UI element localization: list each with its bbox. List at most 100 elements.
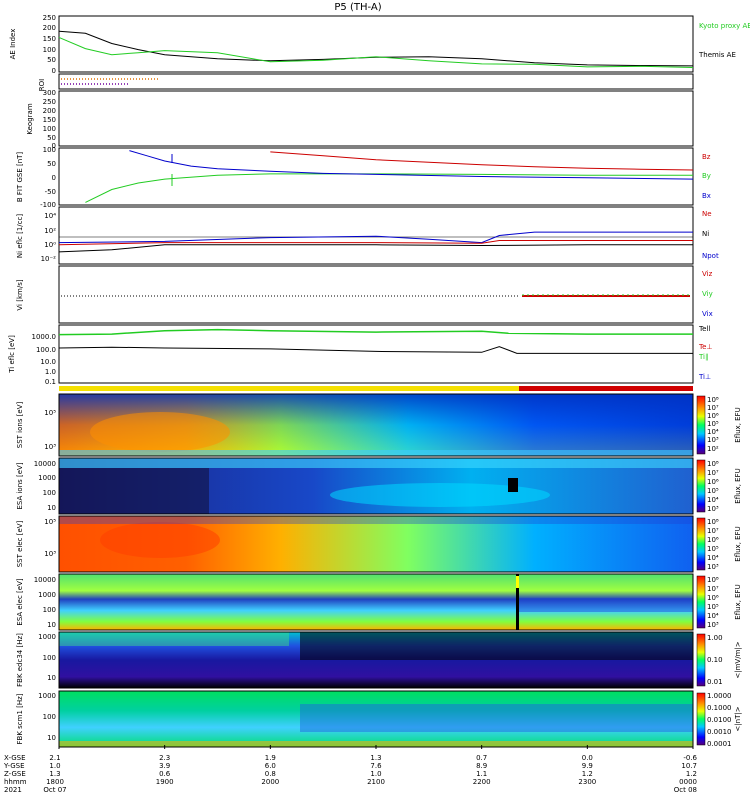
spec2-tick-100: 100 <box>43 489 56 497</box>
spec2-cbar-t1: 10⁷ <box>707 469 719 477</box>
spec5-cbar-label: <|mV/m|> <box>734 641 742 678</box>
x-axis-time-label: 2200 <box>473 778 491 786</box>
t-tick-10: 10.0 <box>40 358 56 366</box>
panel-roi: ROI <box>38 73 694 91</box>
xrow-label-hhmm: hhmm <box>4 778 27 786</box>
panel-ae: AE Index 250 200 150 100 50 0 Kyoto prox… <box>9 14 750 75</box>
ne-line <box>58 240 693 246</box>
spec4-tick-100: 100 <box>43 606 56 614</box>
spec5-colorbar <box>696 633 706 687</box>
x-axis-time-label: 2100 <box>367 778 385 786</box>
x-axis-x-label: 0.7 <box>476 754 487 762</box>
panel-esa-electrons: ESA elec [eV] 10000 1000 100 10 Eflux, E… <box>16 573 742 631</box>
spec1-ylabel: SST ions [eV] <box>16 401 24 448</box>
x-axis-date-label: Oct 07 <box>43 786 66 794</box>
n-tick-1e0: 10⁰ <box>44 241 56 249</box>
bfit-tick-0: 0 <box>52 174 56 182</box>
spec3-cbar-t5: 10³ <box>707 563 719 571</box>
spec4-right-shade <box>519 598 693 612</box>
legend-tell: Tell <box>698 325 710 333</box>
bx-line <box>129 150 694 180</box>
spec5-ylabel: FBK edc34 [Hz] <box>16 633 24 687</box>
spec4-spike-top <box>516 576 519 588</box>
spec4-tick-10000: 10000 <box>34 576 56 584</box>
bfit-tick-m100: -100 <box>40 201 56 209</box>
keo-tick-50: 50 <box>47 134 56 142</box>
spec6-cbar-t0: 1.0000 <box>707 692 732 700</box>
spec6-tick-100: 100 <box>43 713 56 721</box>
x-axis-y-label: 3.9 <box>159 762 170 770</box>
panel-bfit-ylabel: B FIT GSE [nT] <box>16 152 24 203</box>
spec4-colorbar <box>696 575 706 629</box>
spec2-cbar-t4: 10⁴ <box>707 496 719 504</box>
spec4-cbar-t3: 10⁵ <box>707 603 719 611</box>
n-tick-1e4: 10⁴ <box>44 212 56 220</box>
x-axis-z-label: 1.2 <box>582 770 593 778</box>
spec6-base <box>59 691 693 747</box>
x-axis-z-label: 1.1 <box>476 770 487 778</box>
spec6-bottom-band <box>59 741 693 747</box>
keo-tick-0: 0 <box>52 142 56 150</box>
spec2-tick-1000: 1000 <box>38 474 56 482</box>
panel-keogram-ylabel: Keogram <box>26 103 34 134</box>
x-axis-x-label: 1.9 <box>265 754 276 762</box>
x-axis-time-label: 0000 <box>679 778 697 786</box>
x-axis-y-label: 1.0 <box>49 762 60 770</box>
ae-tick-50: 50 <box>47 56 56 64</box>
panel-esa-ions: ESA ions [eV] 10000 1000 100 10 Eflux, E… <box>16 457 742 515</box>
spec4-spike <box>516 574 519 630</box>
t-tick-100: 100.0 <box>36 346 56 354</box>
spec3-tick-1e3: 10³ <box>44 550 56 558</box>
ae-tick-0: 0 <box>52 67 56 75</box>
x-axis-time-label: 2000 <box>261 778 279 786</box>
tell-line <box>58 328 693 336</box>
mode-bar-yellow <box>59 386 519 391</box>
spec2-arc <box>330 483 550 507</box>
legend-kyoto-ae: Kyoto proxy AE <box>699 22 750 30</box>
x-axis-z-label: 1.2 <box>686 770 697 778</box>
spec2-tick-10: 10 <box>47 504 56 512</box>
spec4-cbar-label: Eflux, EFU <box>734 584 742 619</box>
ae-kyoto-line <box>58 36 694 68</box>
spec2-black-block <box>508 478 518 492</box>
t-tick-01: 0.1 <box>45 378 56 386</box>
spec6-cbar-t1: 0.1000 <box>707 704 732 712</box>
spec6-tick-1000: 1000 <box>38 692 56 700</box>
spec4-cbar-t5: 10³ <box>707 621 719 629</box>
x-axis-date-label: Oct 08 <box>674 786 697 794</box>
x-axis-y-label: 10.7 <box>681 762 697 770</box>
n-tick-1em2: 10⁻² <box>41 255 57 263</box>
spec1-hotspot <box>90 412 230 452</box>
spec3-cbar-t3: 10⁵ <box>707 545 719 553</box>
panel-fbk-scm: FBK scm1 [Hz] 1000 100 10 <|nT|> 1.0000 … <box>16 690 742 748</box>
xrow-label-year: 2021 <box>4 786 22 794</box>
spec2-dark-left <box>59 468 209 514</box>
bfit-tick-m50: -50 <box>45 188 56 196</box>
panel-ae-frame <box>58 15 694 73</box>
legend-bx: Bx <box>702 192 711 200</box>
x-axis-y-label: 6.0 <box>265 762 276 770</box>
panel-keogram: Keogram 300 250 200 150 100 50 0 <box>26 89 694 150</box>
x-axis-y-label: 7.6 <box>370 762 382 770</box>
spec1-lowband <box>59 450 693 456</box>
ae-themis-line <box>58 30 694 67</box>
ae-tick-200: 200 <box>43 24 56 32</box>
x-axis-y-label: 9.9 <box>582 762 593 770</box>
spec2-cbar-t3: 10⁵ <box>707 487 719 495</box>
bfit-tick-100: 100 <box>43 146 56 154</box>
spec2-frame <box>58 457 694 515</box>
panel-density-frame <box>58 206 694 265</box>
spec1-cbar-t5: 10³ <box>707 436 719 444</box>
xrow-label-y: Y-GSE <box>3 762 25 770</box>
spec6-cbar-label: <|nT|> <box>734 706 742 731</box>
spec1-cbar-t6: 10² <box>707 445 719 453</box>
spec1-frame <box>58 393 694 457</box>
t-tick-1: 1.0 <box>45 368 56 376</box>
legend-by: By <box>702 172 711 180</box>
spec1-tick-1e3: 10³ <box>44 443 56 451</box>
chart-title: P5 (TH-A) <box>334 2 381 13</box>
spec4-cbar-t4: 10⁴ <box>707 612 719 620</box>
panel-temperature-ylabel: Ti eflc [eV] <box>8 335 16 374</box>
panel-velocity-frame <box>58 265 694 324</box>
